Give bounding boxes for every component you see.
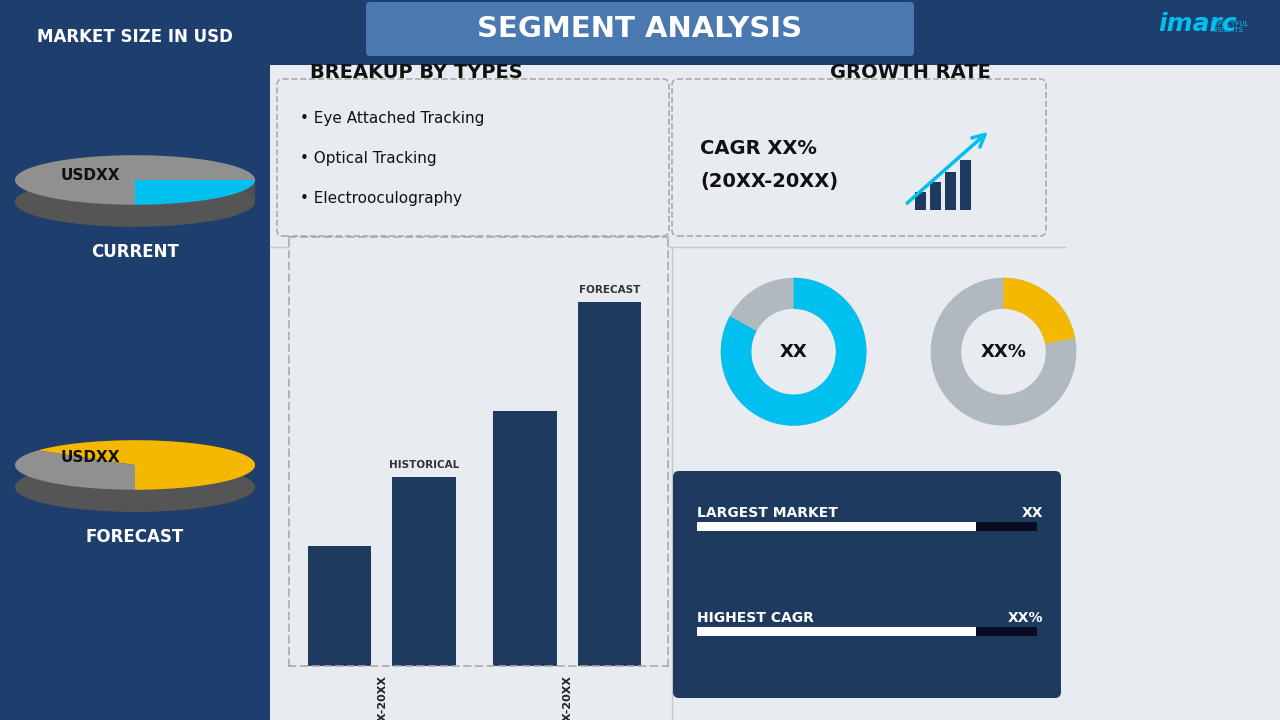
Text: CAGR XX%: CAGR XX% bbox=[700, 138, 817, 158]
FancyBboxPatch shape bbox=[931, 182, 941, 210]
Polygon shape bbox=[15, 451, 134, 490]
Ellipse shape bbox=[15, 462, 255, 512]
Bar bbox=[577, 302, 641, 666]
FancyBboxPatch shape bbox=[673, 471, 1061, 698]
Text: LARGEST MARKET: LARGEST MARKET bbox=[698, 506, 838, 520]
Text: FORECAST: FORECAST bbox=[86, 528, 184, 546]
Text: XX%: XX% bbox=[1007, 611, 1043, 625]
Ellipse shape bbox=[15, 177, 255, 227]
FancyBboxPatch shape bbox=[366, 2, 914, 56]
FancyBboxPatch shape bbox=[698, 627, 975, 636]
Text: (20XX-20XX): (20XX-20XX) bbox=[700, 173, 838, 192]
Bar bbox=[308, 546, 371, 666]
FancyBboxPatch shape bbox=[672, 79, 1046, 236]
Text: HIGHEST CAGR: HIGHEST CAGR bbox=[698, 611, 814, 625]
Text: BREAKUP BY TYPES: BREAKUP BY TYPES bbox=[310, 63, 522, 83]
FancyBboxPatch shape bbox=[270, 65, 1280, 720]
Polygon shape bbox=[15, 451, 134, 512]
Text: IMPACTFUL
INSIGHTS: IMPACTFUL INSIGHTS bbox=[1210, 20, 1248, 34]
FancyBboxPatch shape bbox=[945, 172, 956, 210]
FancyBboxPatch shape bbox=[698, 627, 1037, 636]
Text: XX: XX bbox=[780, 343, 808, 361]
Polygon shape bbox=[721, 278, 867, 426]
FancyBboxPatch shape bbox=[276, 79, 669, 236]
Polygon shape bbox=[1004, 278, 1075, 343]
FancyBboxPatch shape bbox=[960, 160, 972, 210]
Text: SEGMENT ANALYSIS: SEGMENT ANALYSIS bbox=[477, 15, 803, 43]
Polygon shape bbox=[15, 156, 255, 227]
FancyBboxPatch shape bbox=[698, 522, 1037, 531]
Text: XX: XX bbox=[1021, 506, 1043, 520]
Text: MARKET SIZE IN USD: MARKET SIZE IN USD bbox=[37, 28, 233, 46]
Text: XX%: XX% bbox=[980, 343, 1027, 361]
Bar bbox=[393, 477, 456, 666]
Polygon shape bbox=[721, 278, 867, 426]
Text: • Eye Attached Tracking: • Eye Attached Tracking bbox=[300, 110, 484, 125]
Polygon shape bbox=[38, 440, 255, 512]
FancyBboxPatch shape bbox=[698, 522, 975, 531]
Text: GROWTH RATE: GROWTH RATE bbox=[829, 63, 991, 83]
Text: HISTORICAL: HISTORICAL bbox=[389, 460, 460, 470]
Text: USDXX: USDXX bbox=[60, 451, 120, 466]
Polygon shape bbox=[931, 278, 1076, 426]
Text: USDXX: USDXX bbox=[60, 168, 120, 182]
Bar bbox=[494, 411, 557, 666]
Polygon shape bbox=[15, 156, 255, 204]
Polygon shape bbox=[134, 180, 255, 204]
FancyBboxPatch shape bbox=[915, 192, 925, 210]
Text: FORECAST: FORECAST bbox=[579, 285, 640, 295]
Text: • Electrooculography: • Electrooculography bbox=[300, 191, 462, 205]
Polygon shape bbox=[38, 440, 255, 490]
Polygon shape bbox=[134, 180, 255, 227]
Text: imarc: imarc bbox=[1158, 12, 1236, 36]
Text: • Optical Tracking: • Optical Tracking bbox=[300, 150, 436, 166]
Text: CURRENT: CURRENT bbox=[91, 243, 179, 261]
